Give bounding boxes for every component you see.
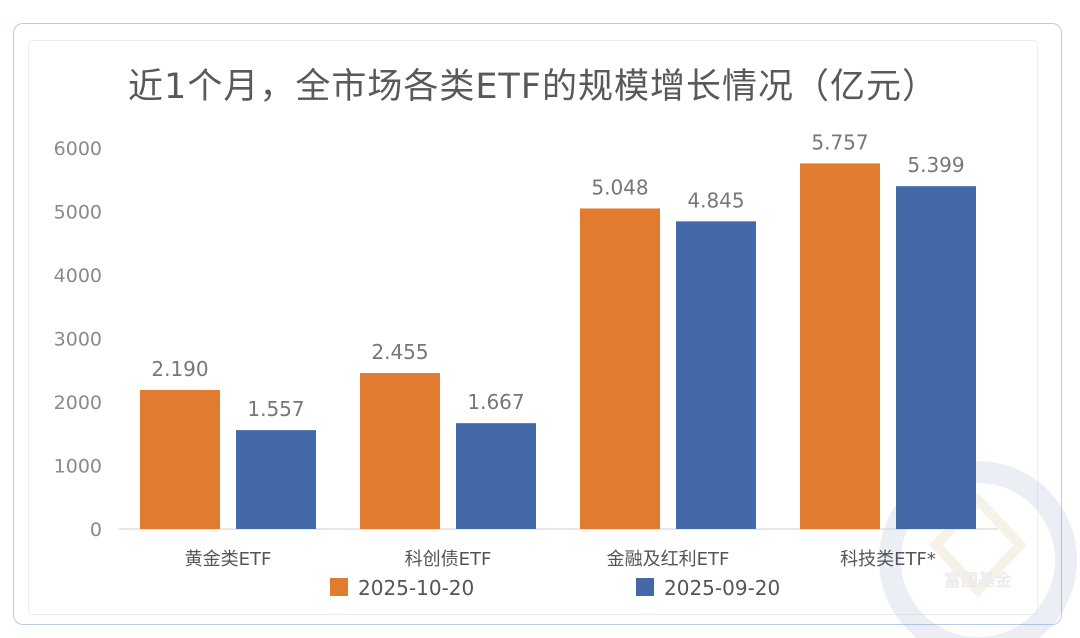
y-tick-label: 0 — [90, 519, 102, 541]
data-label: 2.455 — [371, 340, 428, 364]
y-tick-label: 1000 — [54, 456, 102, 478]
y-axis: 0 1000 2000 3000 4000 5000 6000 — [54, 138, 102, 541]
chart-title: 近1个月，全市场各类ETF的规模增长情况（亿元） — [128, 67, 938, 107]
watermark-text: 富国基金 — [944, 570, 1013, 591]
bar-series — [140, 163, 976, 530]
x-axis-categories: 黄金类ETF 科创债ETF 金融及红利ETF 科技类ETF* — [185, 549, 936, 570]
x-category-label: 科创债ETF — [405, 549, 492, 570]
watermark-logo: 富国基金 — [879, 461, 1077, 638]
legend: 2025-10-20 2025-09-20 — [330, 576, 780, 600]
data-label: 2.190 — [151, 357, 208, 381]
y-tick-label: 2000 — [54, 392, 102, 414]
legend-swatch — [330, 578, 348, 596]
data-label: 1.667 — [467, 390, 524, 414]
legend-label: 2025-10-20 — [358, 576, 474, 600]
data-label: 5.399 — [907, 153, 964, 177]
data-label: 5.757 — [811, 130, 868, 154]
y-tick-label: 4000 — [54, 265, 102, 287]
x-category-label: 科技类ETF* — [840, 549, 936, 570]
bar — [236, 430, 316, 529]
y-tick-label: 5000 — [54, 202, 102, 224]
bar — [360, 373, 440, 529]
bar — [456, 423, 536, 529]
data-label: 4.845 — [687, 188, 744, 212]
bar — [580, 208, 660, 529]
y-tick-label: 6000 — [54, 138, 102, 160]
bar — [896, 186, 976, 529]
bar — [676, 221, 756, 529]
y-tick-label: 3000 — [54, 329, 102, 351]
data-labels: 2.190 1.557 2.455 1.667 5.048 4.845 5.757 5.399 — [151, 130, 964, 421]
legend-label: 2025-09-20 — [664, 576, 780, 600]
x-category-label: 金融及红利ETF — [607, 549, 730, 570]
bar — [140, 389, 220, 529]
legend-swatch — [636, 578, 654, 596]
x-category-label: 黄金类ETF — [185, 549, 272, 570]
data-label: 1.557 — [247, 397, 304, 421]
bar — [800, 163, 880, 530]
data-label: 5.048 — [591, 175, 648, 199]
